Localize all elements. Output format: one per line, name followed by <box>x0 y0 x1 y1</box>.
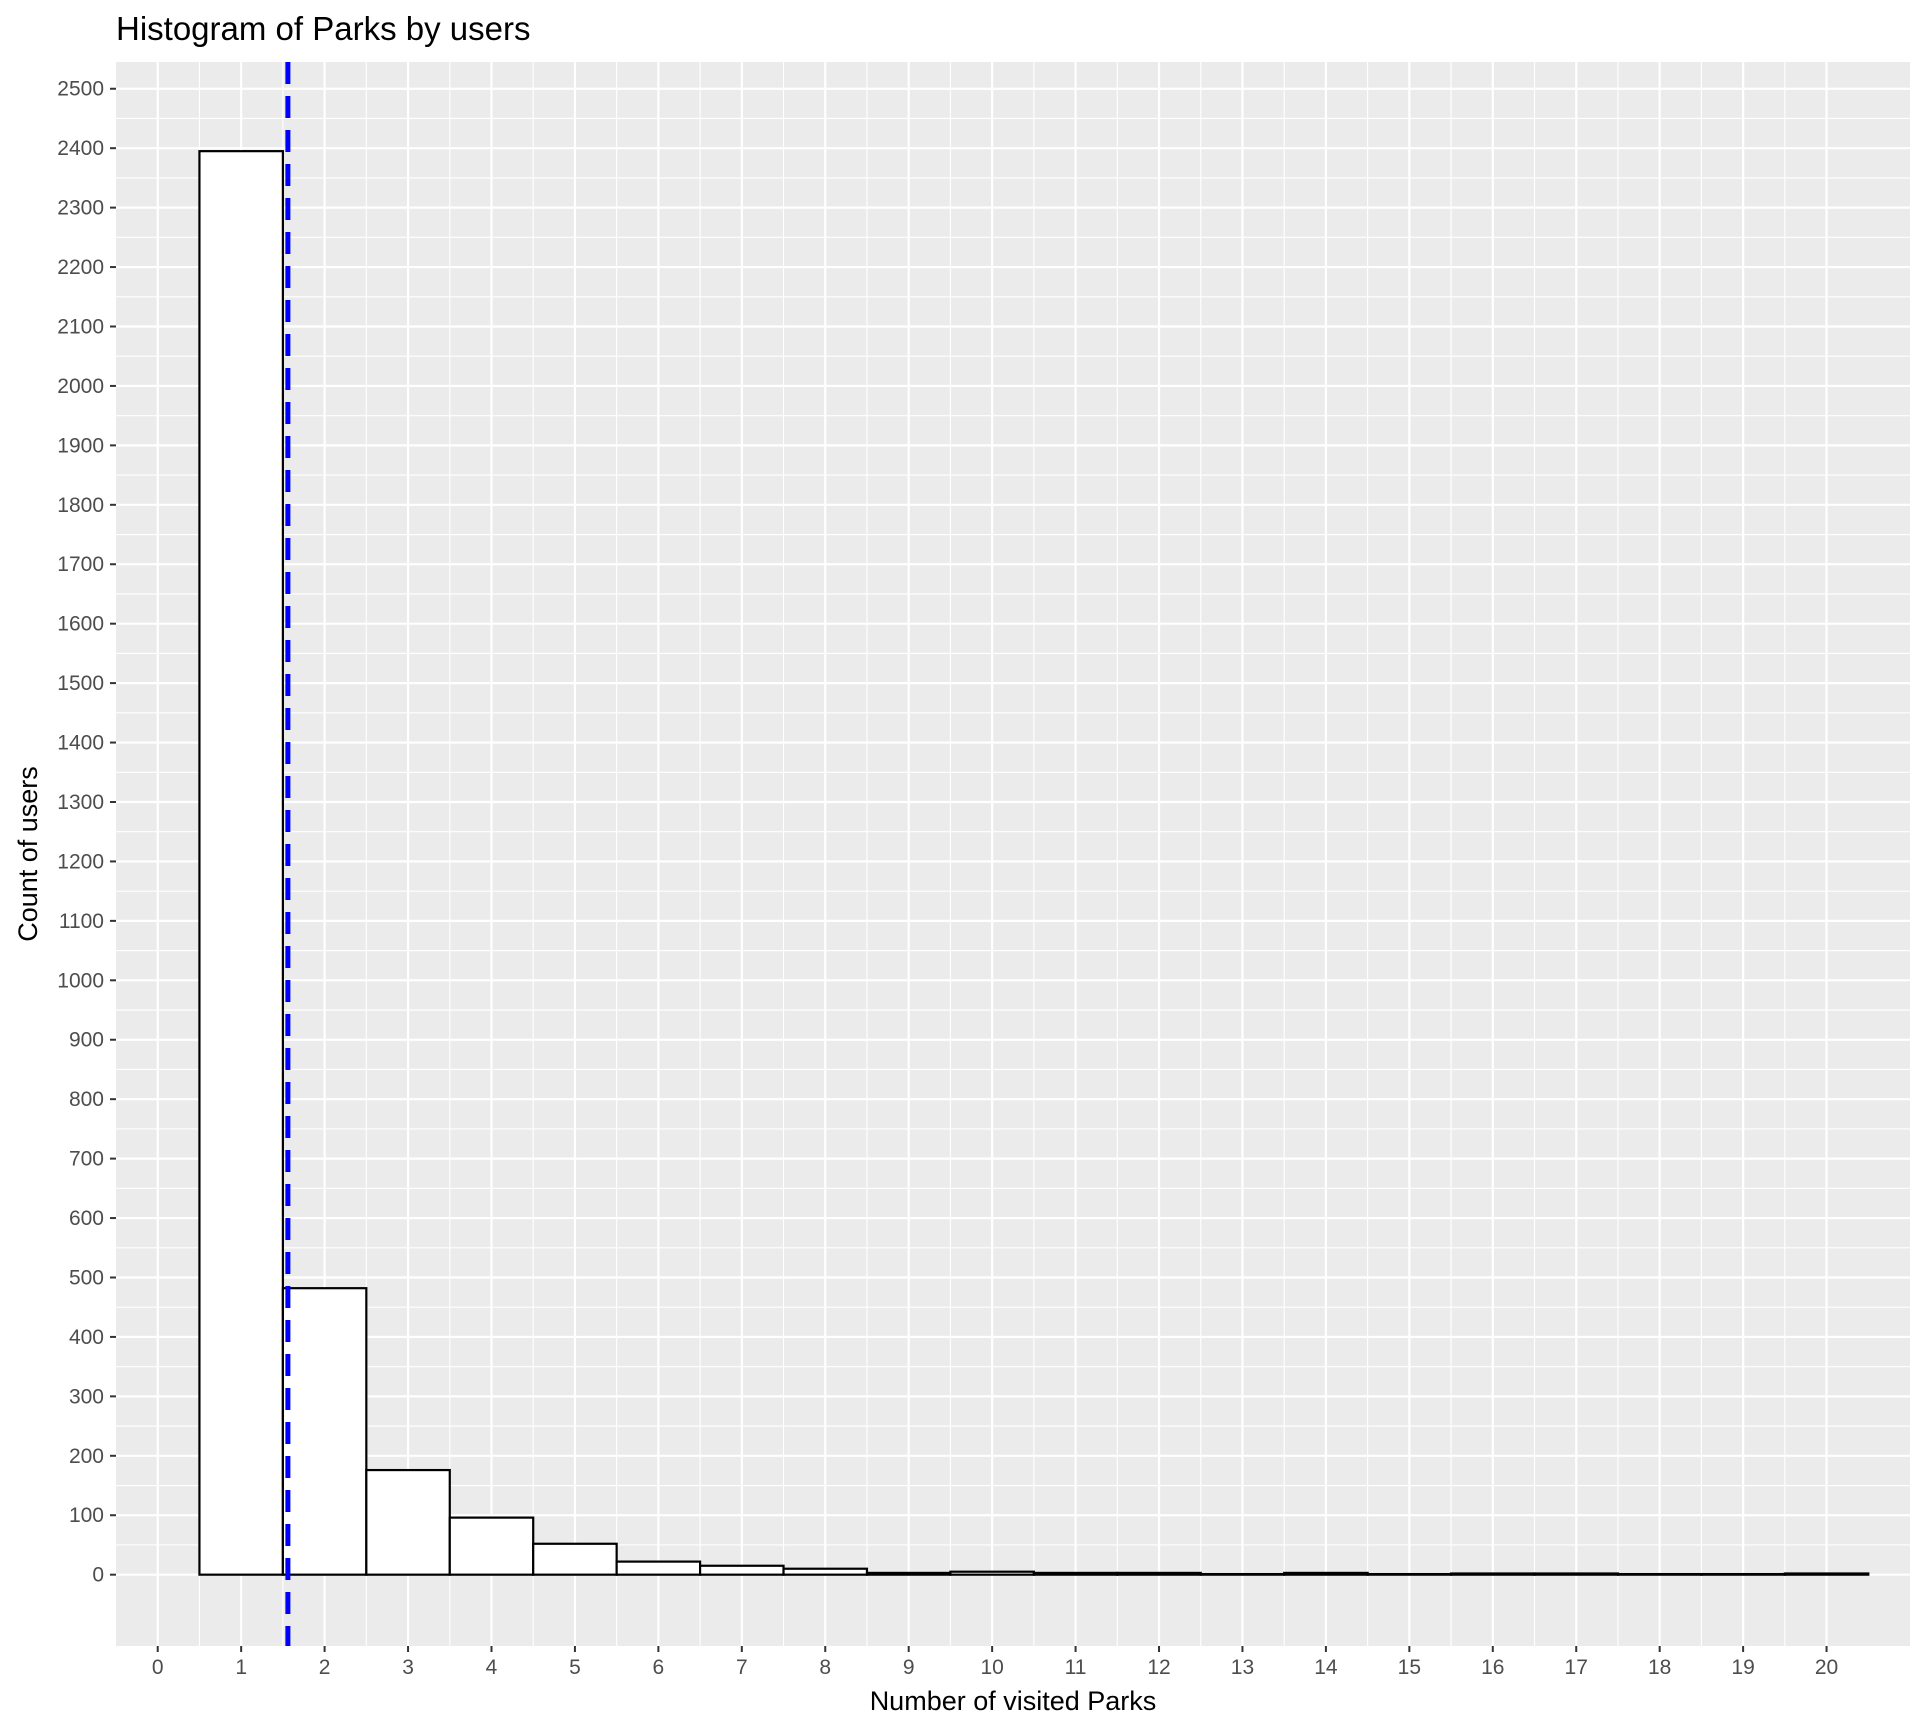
y-tick-label: 2100 <box>57 315 104 338</box>
y-tick-label: 1300 <box>57 791 104 814</box>
y-tick-label: 1000 <box>57 969 104 992</box>
histogram-bar <box>615 1560 702 1576</box>
histogram-bar <box>782 1567 869 1576</box>
histogram-bar <box>198 150 284 1576</box>
x-axis-label: Number of visited Parks <box>870 1686 1157 1716</box>
histogram-bar <box>532 1542 618 1576</box>
y-tick-label: 1700 <box>57 553 104 576</box>
y-tick-label: 1500 <box>57 672 104 695</box>
x-tick-label: 13 <box>1231 1656 1254 1679</box>
y-tick-label: 900 <box>69 1029 104 1052</box>
histogram-bar <box>1116 1571 1202 1576</box>
x-tick-label: 19 <box>1731 1656 1754 1679</box>
y-tick-label: 700 <box>69 1148 104 1171</box>
x-tick-label: 20 <box>1815 1656 1838 1679</box>
y-tick-label: 1800 <box>57 494 104 517</box>
x-tick-label: 9 <box>903 1656 915 1679</box>
chart-title: Histogram of Parks by users <box>116 10 530 47</box>
histogram-bar <box>1366 1572 1453 1576</box>
histogram-bar <box>1032 1571 1119 1576</box>
x-tick-label: 12 <box>1147 1656 1170 1679</box>
y-tick-label: 1200 <box>57 850 104 873</box>
histogram-bar <box>865 1571 952 1576</box>
histogram-bar <box>1283 1571 1369 1576</box>
y-tick-label: 100 <box>69 1504 104 1527</box>
x-tick-label: 15 <box>1398 1656 1421 1679</box>
x-tick-label: 5 <box>569 1656 581 1679</box>
x-tick-label: 4 <box>486 1656 498 1679</box>
histogram-bar <box>1783 1572 1870 1576</box>
x-tick-label: 7 <box>736 1656 748 1679</box>
x-tick-label: 3 <box>402 1656 414 1679</box>
y-tick-label: 0 <box>92 1564 104 1587</box>
histogram-bar <box>1449 1572 1536 1576</box>
x-tick-label: 6 <box>653 1656 665 1679</box>
x-tick-label: 11 <box>1065 1656 1087 1679</box>
histogram-bar <box>1700 1572 1786 1576</box>
x-tick-label: 0 <box>152 1656 164 1679</box>
y-tick-label: 1900 <box>57 434 104 457</box>
histogram-bar <box>1533 1572 1620 1576</box>
y-tick-label: 2400 <box>57 137 104 160</box>
y-tick-label: 600 <box>69 1207 104 1230</box>
plot-panel <box>116 62 1910 1646</box>
y-tick-label: 300 <box>69 1385 104 1408</box>
y-axis-label: Count of users <box>13 766 43 942</box>
x-tick-label: 18 <box>1648 1656 1671 1679</box>
y-tick-label: 2200 <box>57 256 104 279</box>
x-tick-label: 16 <box>1481 1656 1504 1679</box>
x-tick-label: 8 <box>819 1656 831 1679</box>
y-tick-label: 200 <box>69 1445 104 1468</box>
x-tick-label: 14 <box>1314 1656 1338 1679</box>
histogram-bar <box>448 1516 535 1576</box>
y-tick-label: 1100 <box>59 910 104 933</box>
histogram-bar <box>281 1287 368 1576</box>
histogram-bar <box>949 1570 1035 1576</box>
histogram-bar <box>698 1564 785 1576</box>
y-tick-label: 400 <box>69 1326 104 1349</box>
y-tick-label: 2000 <box>57 375 104 398</box>
y-tick-label: 1600 <box>57 613 104 636</box>
histogram-bar <box>365 1468 451 1576</box>
x-tick-label: 17 <box>1565 1656 1588 1679</box>
x-tick-label: 1 <box>235 1656 247 1679</box>
histogram-bar <box>1616 1572 1703 1576</box>
histogram-bars <box>198 150 1870 1576</box>
x-axis: 0 1 2 3 4 5 6 7 8 9 10 11 12 13 14 15 16 17 18 19 20 <box>152 1646 1838 1679</box>
y-tick-label: 800 <box>69 1088 104 1111</box>
y-tick-label: 1400 <box>57 732 104 755</box>
y-tick-label: 500 <box>69 1266 104 1289</box>
histogram-bar <box>1199 1572 1286 1576</box>
y-tick-label: 2300 <box>57 197 104 220</box>
grid-lines <box>116 62 1910 1646</box>
x-tick-label: 2 <box>319 1656 331 1679</box>
y-axis: 0 100 200 300 400 500 600 700 800 900 1000 1100 1200… <box>57 78 116 1587</box>
y-tick-label: 2500 <box>57 78 104 101</box>
x-tick-label: 10 <box>980 1656 1003 1679</box>
